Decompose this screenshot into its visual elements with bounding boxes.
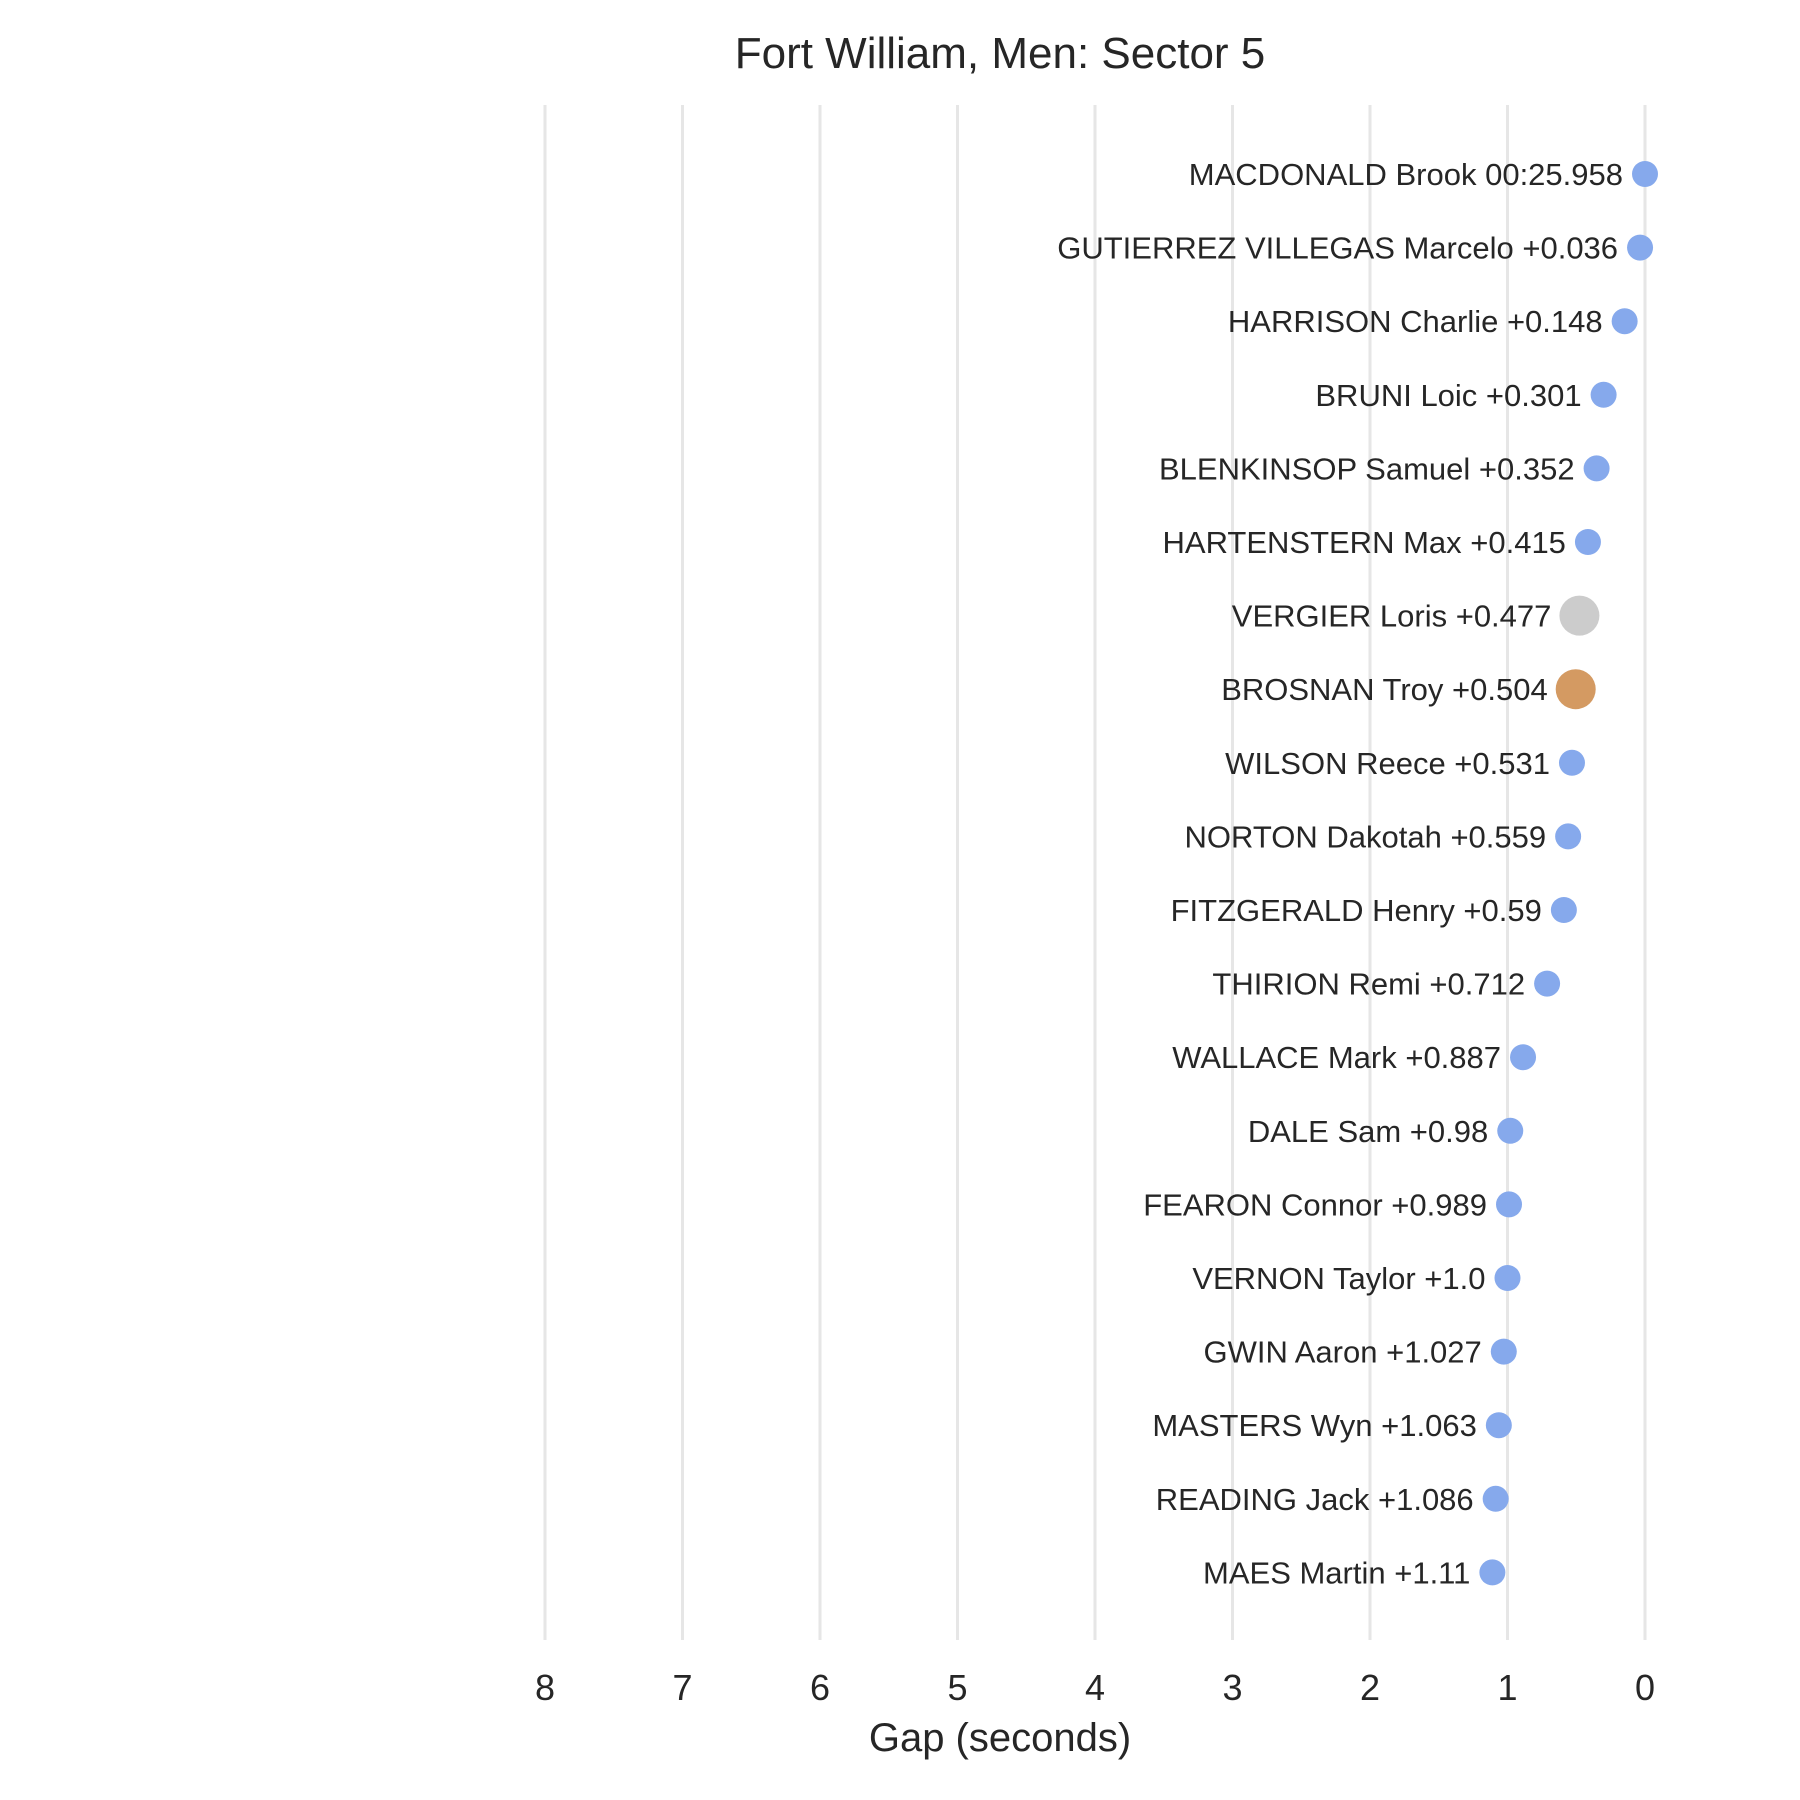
point-label: BLENKINSOP Samuel +0.352 <box>1159 451 1575 486</box>
data-point <box>1497 1117 1524 1144</box>
x-tick-label-1: 1 <box>1497 1667 1517 1708</box>
point-label: MASTERS Wyn +1.063 <box>1152 1408 1477 1443</box>
data-point <box>1482 1485 1509 1512</box>
x-tick-label-7: 7 <box>672 1667 692 1708</box>
point-label: THIRION Remi +0.712 <box>1212 967 1525 1002</box>
data-point <box>1496 1191 1523 1218</box>
data-points <box>1479 161 1658 1586</box>
point-label: WILSON Reece +0.531 <box>1225 746 1550 781</box>
point-label: VERNON Taylor +1.0 <box>1192 1261 1485 1296</box>
data-point <box>1510 1044 1537 1071</box>
data-point <box>1494 1265 1521 1291</box>
data-point <box>1559 595 1600 636</box>
x-tick-label-2: 2 <box>1360 1667 1380 1708</box>
x-axis-ticks: 8 7 6 5 4 3 2 1 0 <box>535 1667 1655 1708</box>
data-point <box>1550 897 1577 923</box>
point-label: FITZGERALD Henry +0.59 <box>1171 893 1542 928</box>
point-label: MAES Martin +1.11 <box>1203 1555 1470 1590</box>
point-label: NORTON Dakotah +0.559 <box>1185 819 1547 854</box>
point-label: DALE Sam +0.98 <box>1248 1114 1488 1149</box>
data-point <box>1611 308 1638 335</box>
x-tick-label-4: 4 <box>1085 1667 1105 1708</box>
x-tick-label-3: 3 <box>1222 1667 1242 1708</box>
point-label: BROSNAN Troy +0.504 <box>1221 672 1548 707</box>
data-point <box>1574 529 1601 555</box>
x-tick-label-5: 5 <box>947 1667 967 1708</box>
data-point <box>1632 161 1658 187</box>
x-tick-label-0: 0 <box>1635 1667 1655 1708</box>
data-point <box>1479 1559 1506 1586</box>
x-tick-label-8: 8 <box>535 1667 555 1708</box>
data-point <box>1534 970 1561 997</box>
point-label: FEARON Connor +0.989 <box>1143 1187 1487 1222</box>
point-label: GWIN Aaron +1.027 <box>1203 1335 1481 1370</box>
data-point <box>1555 669 1596 710</box>
data-point <box>1558 749 1585 776</box>
data-point <box>1485 1412 1512 1439</box>
point-label: MACDONALD Brook 00:25.958 <box>1189 157 1623 192</box>
data-point <box>1627 234 1654 261</box>
x-axis-label: Gap (seconds) <box>869 1716 1131 1760</box>
data-point <box>1490 1338 1517 1365</box>
point-label: HARTENSTERN Max +0.415 <box>1163 525 1566 560</box>
point-label: GUTIERREZ VILLEGAS Marcelo +0.036 <box>1057 231 1618 266</box>
point-label: READING Jack +1.086 <box>1156 1482 1474 1517</box>
point-label: BRUNI Loic +0.301 <box>1315 378 1581 413</box>
chart-title: Fort William, Men: Sector 5 <box>735 29 1266 78</box>
grid-layer <box>543 105 1647 1640</box>
point-labels: MACDONALD Brook 00:25.958 GUTIERREZ VILLE… <box>1057 157 1623 1590</box>
x-tick-label-6: 6 <box>810 1667 830 1708</box>
data-point <box>1555 823 1582 850</box>
point-label: WALLACE Mark +0.887 <box>1172 1040 1501 1075</box>
data-point <box>1590 381 1617 408</box>
data-point <box>1583 455 1610 482</box>
point-label: VERGIER Loris +0.477 <box>1232 599 1552 634</box>
point-label: HARRISON Charlie +0.148 <box>1228 304 1603 339</box>
